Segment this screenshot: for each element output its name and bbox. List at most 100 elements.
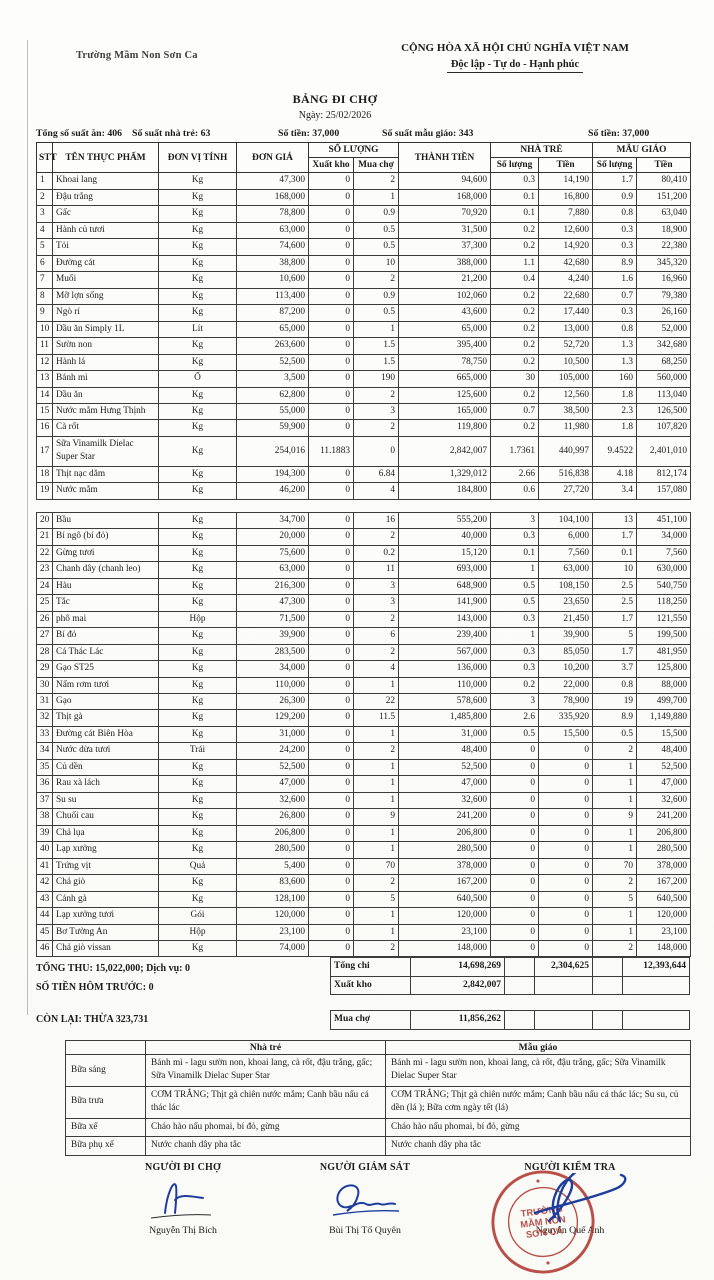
cell: 20	[36, 511, 53, 530]
cell: 94,600	[398, 172, 492, 190]
cell	[622, 975, 690, 996]
cell: 0	[308, 627, 354, 645]
cell: 1	[592, 791, 637, 810]
cell: 0.5	[490, 577, 539, 596]
cell: 160	[592, 370, 638, 388]
menu-table: Nhà trẻ Mẫu giáo Bữa sáng Bánh mì - lagu …	[65, 1039, 691, 1156]
cell: 2	[592, 939, 637, 958]
food-row: 43 Cánh gà Kg 128,100 0 5 640,500 0 0 5 640,500	[36, 890, 691, 909]
cell: 38	[36, 808, 53, 826]
cell: Rau xà lách	[52, 775, 159, 793]
cell: 0.2	[353, 544, 399, 563]
food-row: 25 Tắc Kg 47,300 0 3 141,900 0.5 23,650 2.5 118,25…	[36, 594, 691, 612]
cell: 32,600	[398, 791, 491, 810]
cell: 48,400	[398, 742, 491, 760]
cell: Bánh mì	[52, 370, 159, 388]
cell: 10	[592, 561, 637, 579]
cell: 1.8	[592, 419, 638, 437]
cell: Kg	[158, 758, 237, 777]
cell: Hành củ tươi	[52, 221, 159, 240]
cell: 0	[308, 577, 354, 596]
menu-meal-text: Bánh mì - lagu sườn non, khoai lang, cà …	[385, 1053, 691, 1087]
cell: 9.4522	[592, 435, 638, 467]
cell: 9	[353, 808, 399, 826]
cell: 118,250	[636, 594, 691, 612]
cell: 1	[592, 907, 637, 925]
cell: 2	[352, 271, 400, 289]
cell: 2	[352, 386, 400, 405]
cell: 80,410	[636, 172, 692, 190]
cell: Kg	[158, 725, 237, 744]
cell: Kg	[158, 692, 237, 711]
shopping-table-part2: 20 Bầu Kg 34,700 0 16 555,200 3 104,100 13 451,100…	[36, 511, 691, 958]
cell: 194,300	[236, 465, 309, 484]
cell: 2	[36, 188, 53, 207]
food-row: 31 Gạo Kg 26,300 0 22 578,600 3 78,900 19 499,700	[36, 692, 691, 711]
cell: 38,800	[236, 254, 309, 273]
cell: 578,600	[398, 692, 491, 711]
cell: Hộp	[158, 923, 237, 942]
cell: 0	[308, 561, 354, 579]
cell: Khoai lang	[52, 172, 159, 190]
food-row: 6 Đường cát Kg 38,800 0 10 388,000 1.1 42,680 8.9…	[36, 254, 692, 273]
cell	[534, 975, 593, 996]
cell: 40	[36, 841, 53, 859]
cell: 23,650	[538, 594, 593, 612]
cell: 1	[353, 841, 399, 859]
cell: Chanh dây (chanh leo)	[52, 561, 159, 579]
cell: 119,800	[398, 419, 492, 437]
col-stt: STT	[36, 141, 57, 174]
cell: 2	[592, 874, 637, 892]
food-row: 4 Hành củ tươi Kg 63,000 0 0.5 31,500 0.2 12,600…	[36, 221, 692, 240]
cell: 0.5	[490, 725, 539, 744]
cell: 1	[353, 775, 399, 793]
col-food-name: TÊN THỰC PHẨM	[52, 141, 159, 174]
cell: 65,000	[398, 320, 492, 339]
cell: 283,500	[236, 643, 309, 662]
cell: 1.3	[592, 353, 638, 372]
cell: 6	[36, 254, 53, 273]
cell: 110,000	[398, 676, 491, 694]
cell: 11,856,262	[410, 1010, 505, 1030]
cell: Kg	[158, 544, 237, 563]
cell: 2.6	[490, 709, 539, 727]
cell: 1.6	[592, 271, 638, 289]
cell: 13	[36, 370, 53, 388]
cell: 0	[490, 824, 539, 843]
cell: 0.2	[490, 676, 539, 694]
cell: 0.5	[352, 221, 400, 240]
cell: 107,820	[636, 419, 692, 437]
cell: 0.5	[592, 725, 637, 744]
cell: 108,150	[538, 577, 593, 596]
food-row: 3 Gấc Kg 78,800 0 0.9 70,920 0.1 7,880 0.8 63,040	[36, 205, 692, 223]
table-header: STT TÊN THỰC PHẨM ĐƠN VỊ TÍNH ĐƠN GIÁ SỐ…	[36, 141, 692, 174]
food-row: 16 Cà rốt Kg 59,900 0 2 119,800 0.2 11,980 1.8 107…	[36, 419, 692, 437]
cell: 241,200	[398, 808, 491, 826]
cell: 16,960	[636, 271, 692, 289]
cell: 15,120	[398, 544, 491, 563]
food-row: 35 Củ dền Kg 52,500 0 1 52,500 0 0 1 52,500	[36, 758, 691, 777]
cell: Chả giò	[52, 874, 159, 892]
cell: 0.7	[490, 402, 540, 421]
cell: 7	[36, 271, 53, 289]
cell: phô mai	[52, 610, 159, 629]
cell	[534, 1010, 593, 1030]
cell: 0	[308, 304, 354, 322]
cell: 630,000	[636, 561, 691, 579]
cell: 0	[538, 857, 593, 876]
cell: 2	[352, 419, 400, 437]
cell: Dầu ăn Simply 1L	[52, 320, 159, 339]
menu-meal-text: Nước chanh dây pha tắc	[385, 1136, 691, 1156]
cell: Gói	[158, 907, 237, 925]
market-buy-table: Mua chợ 11,856,262	[330, 1010, 690, 1030]
cell: 45	[36, 923, 53, 942]
cell: 0	[308, 482, 354, 500]
cell: 0.2	[490, 320, 540, 339]
menu-row: Bữa sáng Bánh mì - lagu sườn non, khoai l…	[65, 1053, 691, 1087]
cell: 19	[592, 692, 637, 711]
cell: 26	[36, 610, 53, 629]
cell: 0.2	[490, 221, 540, 240]
cell: 481,950	[636, 643, 691, 662]
cell: 4.18	[592, 465, 638, 484]
